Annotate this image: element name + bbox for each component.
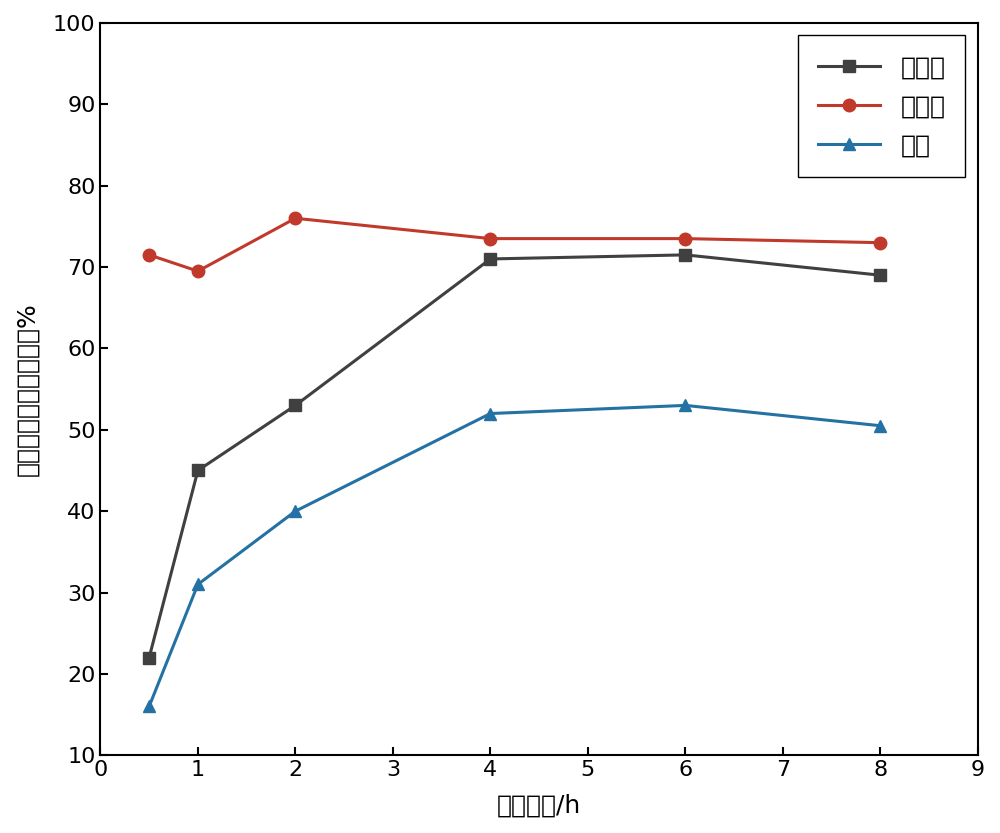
收率 [484, 408, 496, 418]
转化率 [289, 401, 301, 411]
Y-axis label: 转化率、选择性、收率%: 转化率、选择性、收率% [15, 302, 39, 476]
转化率 [874, 270, 886, 280]
Line: 转化率: 转化率 [143, 248, 887, 664]
转化率 [192, 466, 204, 476]
转化率 [143, 652, 155, 662]
收率 [874, 421, 886, 431]
收率 [679, 401, 691, 411]
选择性 [143, 250, 155, 260]
选择性 [484, 233, 496, 243]
收率 [192, 580, 204, 590]
收率 [143, 701, 155, 711]
选择性 [679, 233, 691, 243]
X-axis label: 反应时间/h: 反应时间/h [497, 794, 581, 818]
选择性 [192, 267, 204, 277]
选择性 [289, 213, 301, 223]
收率 [289, 506, 301, 516]
转化率 [679, 250, 691, 260]
Line: 收率: 收率 [143, 399, 887, 713]
Line: 选择性: 选择性 [143, 212, 887, 277]
选择性 [874, 237, 886, 247]
转化率 [484, 254, 496, 264]
Legend: 转化率, 选择性, 收率: 转化率, 选择性, 收率 [798, 36, 965, 177]
